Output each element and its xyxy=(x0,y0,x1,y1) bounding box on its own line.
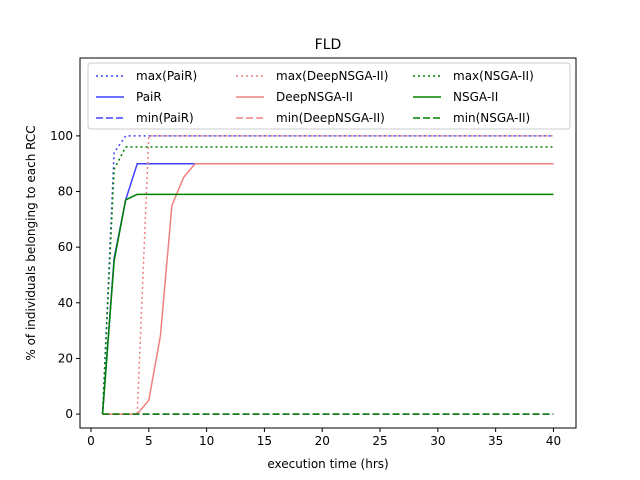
x-axis-ticks: 0 5 10 15 20 25 30 35 40 xyxy=(87,428,561,448)
y-tick-label: 40 xyxy=(58,296,73,310)
series-line-0 xyxy=(101,135,554,415)
x-axis-label: execution time (hrs) xyxy=(267,457,388,471)
y-axis-ticks: 0 20 40 60 80 100 xyxy=(50,129,80,421)
y-tick-label: 100 xyxy=(50,129,73,143)
legend-label: min(DeepNSGA-II) xyxy=(276,111,385,125)
legend-label: NSGA-II xyxy=(453,90,498,104)
legend: max(PaiR) PaiR min(PaiR) max(DeepNSGA-II) De… xyxy=(87,62,571,130)
x-tick-label: 0 xyxy=(87,434,95,448)
y-tick-label: 60 xyxy=(58,240,73,254)
x-tick-label: 25 xyxy=(372,434,387,448)
legend-label: max(DeepNSGA-II) xyxy=(276,69,388,83)
plot-frame xyxy=(79,57,577,429)
x-tick-label: 10 xyxy=(199,434,214,448)
series-line-7 xyxy=(101,193,554,415)
legend-label: max(NSGA-II) xyxy=(453,69,534,83)
y-tick-label: 0 xyxy=(65,407,73,421)
chart-title: FLD xyxy=(315,37,342,53)
legend-box xyxy=(87,62,571,130)
legend-label: min(PaiR) xyxy=(136,111,194,125)
legend-label: min(NSGA-II) xyxy=(453,111,530,125)
y-tick-label: 80 xyxy=(58,185,73,199)
legend-label: max(PaiR) xyxy=(136,69,197,83)
x-tick-label: 30 xyxy=(430,434,445,448)
legend-label: PaiR xyxy=(136,90,162,104)
x-tick-label: 40 xyxy=(546,434,561,448)
y-tick-label: 20 xyxy=(58,351,73,365)
series-layer xyxy=(101,135,554,415)
legend-label: DeepNSGA-II xyxy=(276,90,353,104)
y-axis-label: % of individuals belonging to each RCC xyxy=(24,125,38,360)
x-tick-label: 35 xyxy=(488,434,503,448)
x-tick-label: 5 xyxy=(145,434,153,448)
x-tick-label: 20 xyxy=(315,434,330,448)
x-tick-label: 15 xyxy=(257,434,272,448)
